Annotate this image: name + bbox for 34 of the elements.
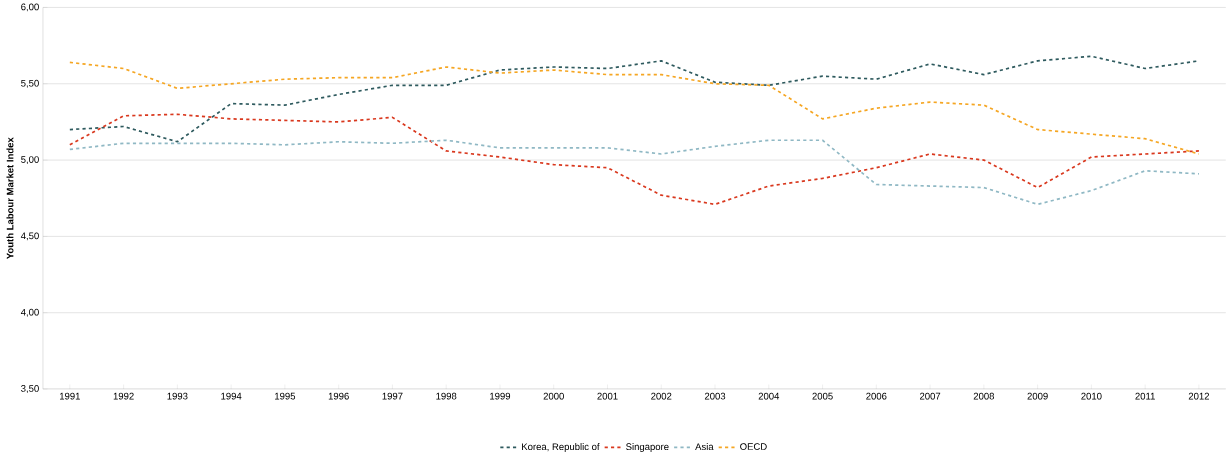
x-tick-label: 2006	[866, 392, 887, 400]
x-tick-label: 2010	[1081, 392, 1102, 400]
x-tick-label: 2012	[1188, 392, 1210, 400]
x-tick-label: 2009	[1027, 392, 1048, 400]
x-tick-label: 2002	[651, 392, 672, 400]
x-tick-label: 2004	[758, 392, 780, 400]
y-axis-title: Youth Labour Market Index	[6, 137, 14, 260]
x-tick-label: 1992	[113, 392, 134, 400]
x-tick-label: 2005	[812, 392, 833, 400]
y-tick-label: 5,50	[21, 79, 39, 88]
y-tick-label: 5,00	[21, 156, 39, 165]
x-tick-label: 1994	[221, 392, 242, 400]
x-tick-label: 2011	[1135, 392, 1155, 400]
y-tick-label: 4,00	[20, 308, 39, 317]
x-tick-label: 1996	[328, 392, 349, 400]
x-tick-label: 2003	[704, 392, 726, 400]
legend-label: Singapore	[626, 443, 669, 453]
x-tick-label: 2008	[973, 392, 995, 400]
x-tick-label: 1997	[382, 392, 403, 400]
x-tick-label: 1995	[275, 392, 296, 400]
x-tick-label: 2000	[543, 392, 564, 400]
y-tick-label: 4,50	[20, 232, 39, 241]
x-tick-label: 1991	[59, 392, 80, 400]
legend-label: Asia	[695, 443, 714, 451]
line-series	[68, 113, 1200, 206]
x-tick-label: 1998	[436, 392, 457, 400]
y-tick-label: 3,50	[21, 385, 39, 394]
x-tick-label: 1993	[167, 392, 188, 400]
x-tick-label: 1999	[490, 392, 511, 400]
legend-label: Korea, Republic of	[522, 443, 600, 453]
legend-label: OECD	[740, 443, 767, 451]
x-tick-label: 2001	[597, 392, 618, 400]
y-tick-label: 6,00	[21, 3, 39, 12]
x-tick-label: 2007	[919, 392, 941, 400]
